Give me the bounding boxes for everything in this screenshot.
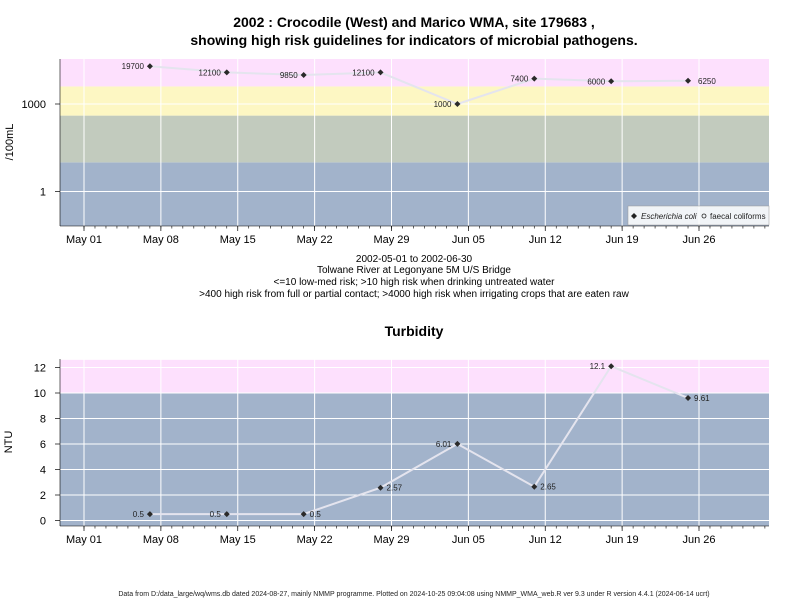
ecoli-point — [300, 72, 307, 79]
x-tick-label: May 08 — [143, 234, 179, 246]
chart2-y-axis-label: NTU — [3, 431, 15, 454]
turbidity-point — [685, 394, 692, 401]
risk-band — [60, 393, 769, 526]
caption-line1: 2002-05-01 to 2002-06-30 — [356, 254, 473, 265]
data-label: 1000 — [434, 100, 452, 109]
chart1-risk-bands — [60, 59, 769, 226]
turbidity-point — [531, 483, 538, 490]
chart2-grid — [60, 359, 769, 526]
ecoli-point — [685, 77, 692, 84]
turbidity-point — [608, 363, 615, 370]
y-tick-label: 6 — [40, 439, 46, 451]
y-tick-label: 0 — [40, 516, 46, 528]
caption-line3: <=10 low-med risk; >10 high risk when dr… — [274, 277, 556, 288]
footer-note: Data from D:/data_large/wq/wms.db dated … — [118, 591, 709, 598]
x-tick-label: May 29 — [373, 534, 409, 546]
x-tick-label: Jun 12 — [529, 234, 562, 246]
chart2-points: 0.5 0.5 0.5 2.57 6.01 2.65 12.1 9.61 — [133, 362, 710, 519]
ecoli-point — [223, 69, 230, 76]
chart2-risk-bands — [60, 359, 769, 526]
chart1-axes: 1 1000 May 01 May 08 May 15 May 22 May 29 Jun 0… — [22, 59, 769, 246]
ecoli-point — [454, 101, 461, 107]
data-label: 6000 — [587, 77, 605, 86]
x-tick-label: Jun 05 — [452, 234, 485, 246]
data-label: 12100 — [352, 68, 375, 77]
legend-faecal-label: faecal coliforms — [710, 212, 766, 221]
risk-band — [60, 59, 769, 87]
y-tick-label: 2 — [40, 490, 46, 502]
data-label: 12.1 — [590, 362, 606, 371]
data-label: 2.57 — [387, 484, 403, 493]
chart1-series-line — [149, 65, 689, 106]
x-tick-label: Jun 26 — [682, 234, 715, 246]
data-label: 12100 — [199, 68, 222, 77]
x-tick-label: Jun 19 — [606, 534, 639, 546]
x-tick-label: May 01 — [66, 534, 102, 546]
data-label: 6.01 — [436, 440, 452, 449]
data-label: 2.65 — [540, 483, 556, 492]
turbidity-point — [300, 511, 307, 518]
ecoli-point — [377, 69, 384, 76]
legend-ecoli-label: Escherichia coli — [641, 212, 697, 221]
chart1-legend: Escherichia coli faecal coliforms — [627, 205, 770, 226]
data-label: 7400 — [510, 75, 528, 84]
chart2-title: Turbidity — [385, 323, 444, 339]
chart2-axes: 0 2 4 6 8 10 12 May 01 May 08 May 15 May 22 May 29 J… — [34, 359, 769, 546]
data-label: 19700 — [122, 62, 145, 71]
x-tick-label: Jun 26 — [682, 534, 715, 546]
chart1-title-line1: 2002 : Crocodile (West) and Marico WMA, … — [233, 14, 595, 30]
y-tick-label: 12 — [34, 363, 46, 375]
ecoli-line — [149, 65, 689, 106]
y-tick-label: 4 — [40, 465, 46, 477]
x-tick-label: May 01 — [66, 234, 102, 246]
chart1-points: 19700 12100 9850 12100 1000 7400 6000 6250 — [122, 62, 717, 109]
ecoli-point — [608, 78, 615, 85]
x-tick-label: Jun 05 — [452, 534, 485, 546]
risk-band — [60, 86, 769, 116]
y-tick-label: 1000 — [22, 99, 46, 111]
legend-faecal-marker — [701, 213, 707, 219]
turbidity-point — [223, 511, 230, 518]
x-tick-label: Jun 12 — [529, 534, 562, 546]
data-label: 0.5 — [210, 510, 222, 519]
x-tick-label: May 15 — [220, 234, 256, 246]
ecoli-point — [531, 75, 538, 82]
data-label: 6250 — [698, 77, 716, 86]
x-tick-label: May 15 — [220, 534, 256, 546]
turbidity-point — [377, 484, 384, 491]
data-label: 9850 — [280, 71, 298, 80]
legend-ecoli-marker — [631, 213, 637, 219]
data-label: 0.5 — [133, 510, 145, 519]
chart1-y-axis-label: /100mL — [4, 124, 16, 161]
risk-band — [60, 115, 769, 163]
ecoli-point — [146, 63, 153, 70]
x-tick-label: May 29 — [373, 234, 409, 246]
x-tick-label: May 08 — [143, 534, 179, 546]
turbidity-point — [454, 440, 461, 447]
caption-line2: Tolwane River at Legonyane 5M U/S Bridge — [317, 265, 511, 276]
risk-band — [60, 359, 769, 393]
chart2-series-line — [149, 364, 689, 516]
x-tick-label: May 22 — [297, 234, 333, 246]
chart1-grid — [60, 59, 769, 226]
turbidity-line — [149, 364, 689, 516]
y-tick-label: 10 — [34, 388, 46, 400]
turbidity-point — [146, 511, 153, 518]
y-tick-label: 8 — [40, 414, 46, 426]
chart1-title-line2: showing high risk guidelines for indicat… — [190, 32, 637, 48]
y-tick-label: 1 — [40, 187, 46, 199]
data-label: 9.61 — [694, 394, 710, 403]
caption-line4: >400 high risk from full or partial cont… — [199, 289, 629, 300]
x-tick-label: Jun 19 — [606, 234, 639, 246]
x-tick-label: May 22 — [297, 534, 333, 546]
data-label: 0.5 — [310, 510, 322, 519]
